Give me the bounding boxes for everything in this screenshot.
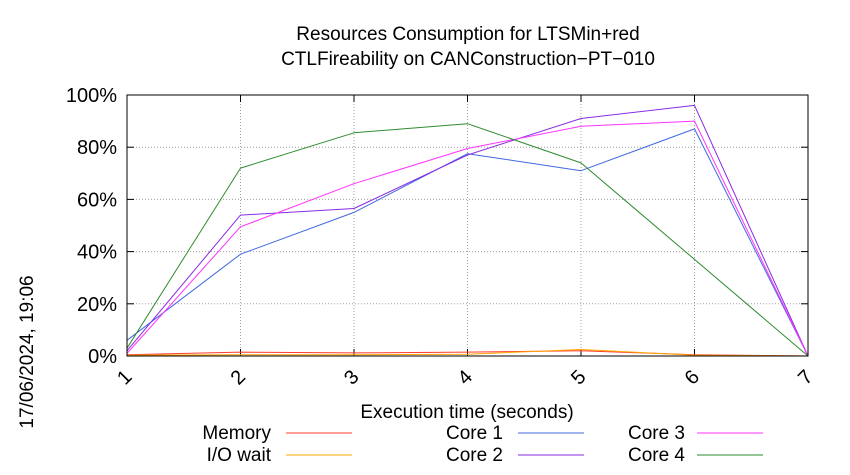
series-lines	[126, 104, 809, 357]
timestamp: 17/06/2024, 19:06	[17, 275, 38, 428]
y-tick-label: 40%	[77, 242, 117, 264]
x-tick-label: 7	[794, 366, 817, 389]
legend-label-core-4: Core 4	[628, 445, 685, 466]
legend-label-memory: Memory	[202, 423, 271, 444]
series-line-core-2	[126, 104, 809, 357]
series-line-core-3	[126, 120, 809, 357]
plot-border	[126, 94, 809, 357]
series-line-core-4	[126, 123, 809, 357]
x-tick-label: 4	[454, 366, 477, 389]
x-tick-label: 3	[340, 366, 363, 389]
x-tick-label: 1	[113, 366, 136, 389]
legend-label-core-3: Core 3	[628, 423, 685, 444]
x-axis-label: Execution time (seconds)	[360, 402, 573, 423]
legend-label-core-1: Core 1	[446, 423, 503, 444]
y-axis-ticks: 0% 20% 40% 60% 80% 100%	[66, 85, 808, 368]
x-axis-ticks: 1 2 3 4 5 6 7	[113, 95, 817, 389]
series-line-i-o-wait	[126, 349, 809, 357]
legend-label-i-o-wait: I/O wait	[207, 445, 272, 466]
x-tick-label: 6	[681, 366, 704, 389]
x-tick-label: 5	[567, 366, 590, 389]
y-tick-label: 0%	[88, 346, 117, 368]
y-tick-label: 100%	[66, 85, 117, 107]
legend-label-core-2: Core 2	[446, 445, 503, 466]
x-tick-label: 2	[227, 366, 250, 389]
y-tick-label: 80%	[77, 137, 117, 159]
chart-title-line-2: CTLFireability on CANConstruction−PT−010	[281, 49, 655, 70]
grid	[127, 95, 808, 356]
series-line-core-1	[126, 128, 809, 357]
chart-title-line-1: Resources Consumption for LTSMin+red	[296, 24, 639, 45]
y-tick-label: 20%	[77, 294, 117, 316]
y-tick-label: 60%	[77, 189, 117, 211]
